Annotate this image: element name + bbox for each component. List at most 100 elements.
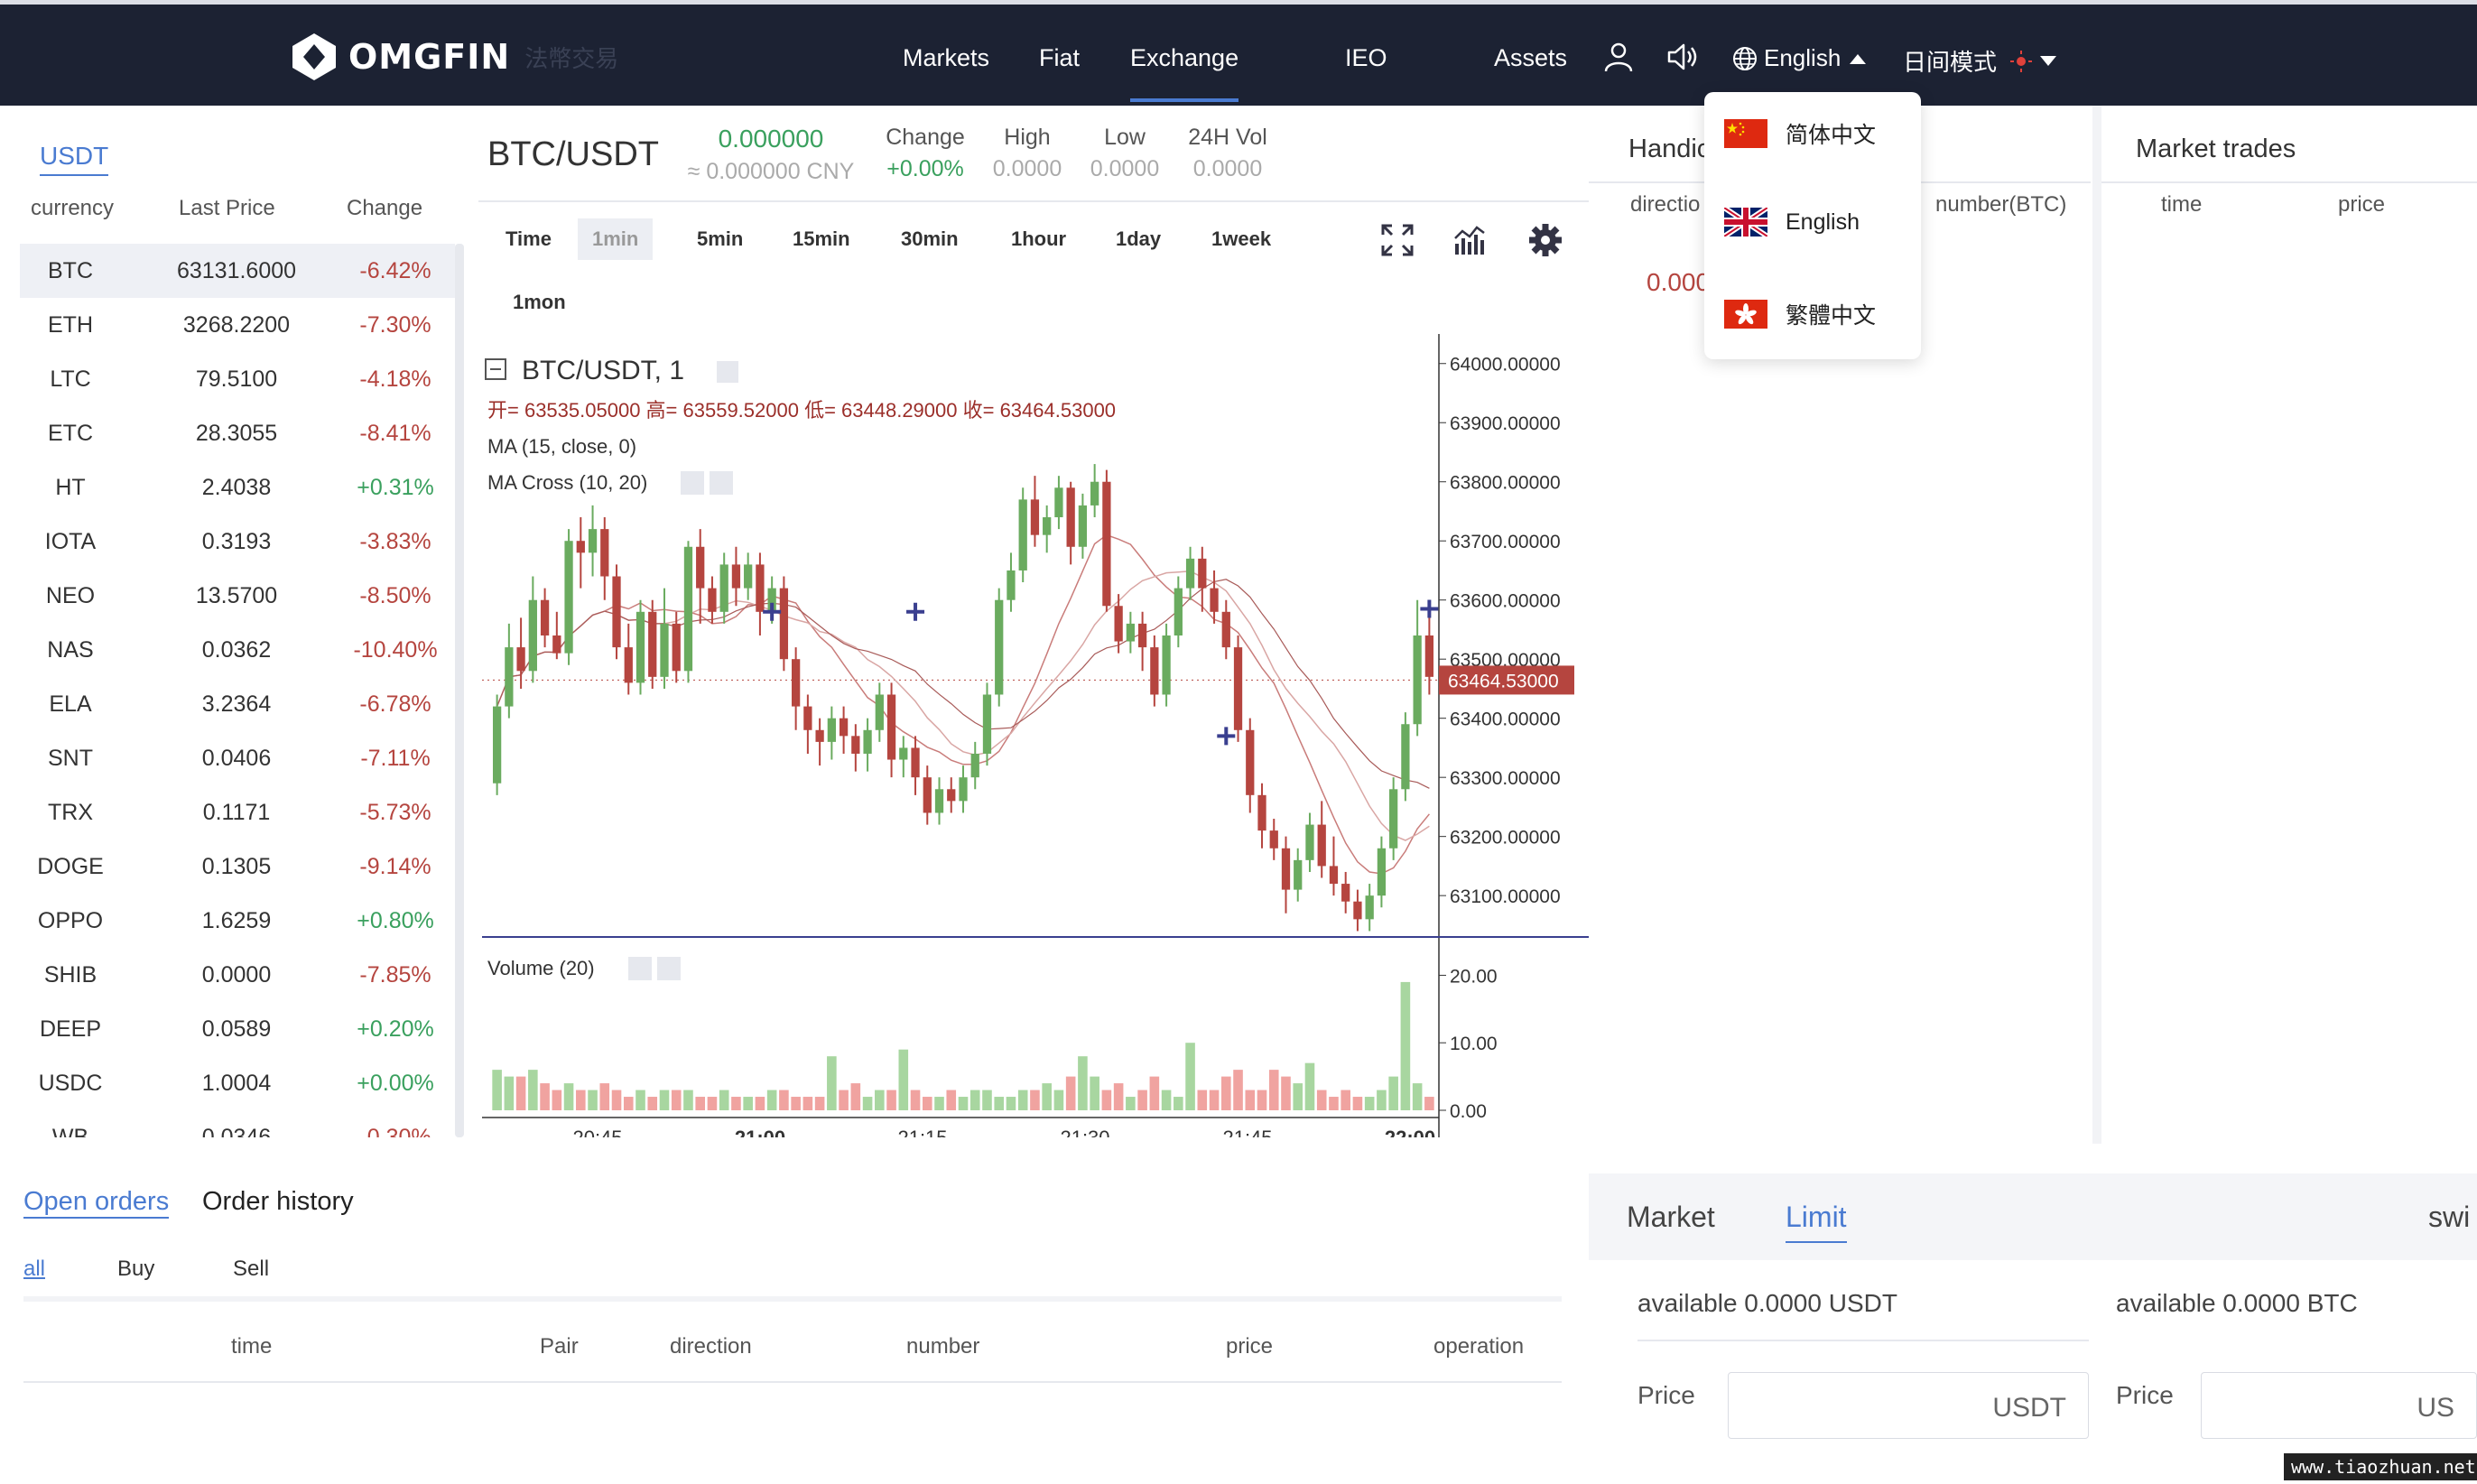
- candle-body: [815, 729, 824, 742]
- volume-settings-icon[interactable]: [628, 957, 652, 980]
- mt-time-header: time: [2161, 192, 2203, 217]
- market-row[interactable]: OPPO 1.6259 +0.80%: [20, 894, 455, 948]
- volume-bar: [814, 1097, 825, 1110]
- nav-fiat[interactable]: Fiat: [1039, 44, 1081, 71]
- candle-body: [851, 736, 860, 754]
- ma-close-icon[interactable]: [710, 471, 733, 495]
- market-row[interactable]: LTC 79.5100 -4.18%: [20, 352, 455, 406]
- sound-icon[interactable]: [1665, 41, 1698, 73]
- interval-15min[interactable]: 15min: [793, 227, 850, 250]
- mt-price-header: price: [2338, 192, 2386, 217]
- candle-body: [1269, 830, 1278, 849]
- lang-option-zh-cn[interactable]: 简体中文: [1724, 117, 1876, 150]
- interval-1mon[interactable]: 1mon: [513, 291, 566, 313]
- interval-1hour[interactable]: 1hour: [1011, 227, 1067, 250]
- market-row[interactable]: DEEP 0.0589 +0.20%: [20, 1002, 455, 1056]
- buy-price-input[interactable]: USDT: [1728, 1372, 2089, 1439]
- tab-market[interactable]: Market: [1627, 1201, 1715, 1233]
- logo[interactable]: OMGFIN 法幣交易: [289, 32, 618, 82]
- interval-1week[interactable]: 1week: [1211, 227, 1272, 250]
- market-last-price: 3268.2200: [182, 312, 291, 338]
- volume-close-icon[interactable]: [657, 957, 681, 980]
- market-last-price: 0.1305: [201, 854, 272, 879]
- candle-body: [1126, 623, 1136, 642]
- fullscreen-icon[interactable]: [1378, 220, 1417, 260]
- volume-bar: [1388, 1076, 1398, 1110]
- interval-5min[interactable]: 5min: [697, 227, 744, 250]
- collapse-icon[interactable]: [485, 358, 506, 380]
- settings-gear-icon[interactable]: [1526, 220, 1565, 260]
- indicators-icon[interactable]: [1450, 220, 1489, 260]
- tab-swap[interactable]: swi: [2428, 1201, 2471, 1233]
- candle-body: [1317, 824, 1326, 867]
- subtab-all[interactable]: all: [23, 1257, 46, 1281]
- market-row[interactable]: ELA 3.2364 -6.78%: [20, 677, 455, 731]
- candle-body: [528, 599, 537, 672]
- trade-tab-bar: [1589, 1173, 2477, 1260]
- nav-ieo[interactable]: IEO: [1345, 44, 1387, 71]
- market-last-price: 0.0406: [201, 746, 272, 771]
- market-row[interactable]: ETH 3268.2200 -7.30%: [20, 298, 455, 352]
- volume-bar: [515, 1076, 526, 1110]
- ma-settings-icon[interactable]: [681, 471, 704, 495]
- interval-30min[interactable]: 30min: [901, 227, 959, 250]
- orders-panel: Open orders Order history all Buy Sell t…: [0, 1137, 1589, 1484]
- nav-exchange[interactable]: Exchange: [1130, 44, 1239, 102]
- market-row[interactable]: IOTA 0.3193 -3.83%: [20, 515, 455, 569]
- tab-order-history[interactable]: Order history: [202, 1187, 354, 1216]
- chart-settings-icon[interactable]: [717, 361, 738, 383]
- market-row[interactable]: BTC 63131.6000 -6.42%: [20, 244, 455, 298]
- candle-body: [923, 777, 932, 813]
- mode-label: 日间模式: [1903, 49, 1998, 76]
- lang-option-en[interactable]: English: [1724, 208, 1860, 237]
- market-row[interactable]: NEO 13.5700 -8.50%: [20, 569, 455, 623]
- x-tick-label: 22:00: [1385, 1127, 1435, 1137]
- market-row[interactable]: SHIB 0.0000 -7.85%: [20, 948, 455, 1002]
- nav-markets[interactable]: Markets: [903, 44, 990, 71]
- volume-bar: [755, 1097, 765, 1110]
- subtab-buy[interactable]: Buy: [117, 1257, 155, 1281]
- market-last-price: 79.5100: [195, 366, 278, 392]
- market-row[interactable]: WB 0.0346 -0.30%: [20, 1110, 455, 1137]
- market-row[interactable]: TRX 0.1171 -5.73%: [20, 785, 455, 839]
- candle-body: [899, 747, 908, 760]
- market-last-price: 0.0589: [201, 1016, 272, 1042]
- tab-limit[interactable]: Limit: [1786, 1201, 1847, 1243]
- volume-bar: [791, 1097, 801, 1110]
- market-row[interactable]: NAS 0.0362 -10.40%: [20, 623, 455, 677]
- subtab-sell[interactable]: Sell: [233, 1257, 270, 1281]
- candle-body: [564, 541, 573, 654]
- nav-assets[interactable]: Assets: [1494, 44, 1568, 71]
- ma-cross-marker: [1420, 599, 1439, 618]
- market-scrollbar[interactable]: [455, 244, 464, 1137]
- market-change: -6.42%: [359, 258, 431, 283]
- interval-1min[interactable]: 1min: [578, 218, 654, 260]
- price-chart[interactable]: 64000.00000 63900.00000 63800.00000 63700.0…: [478, 334, 1589, 1137]
- user-icon[interactable]: [1602, 41, 1635, 73]
- last-price-label: 63464.53000: [1448, 671, 1559, 691]
- candle-body: [827, 718, 836, 742]
- market-change: -4.18%: [359, 366, 431, 392]
- language-selector[interactable]: English: [1731, 44, 1868, 72]
- sell-price-input[interactable]: US: [2201, 1372, 2477, 1439]
- volume-bar: [611, 1090, 622, 1110]
- market-row[interactable]: ETC 28.3055 -8.41%: [20, 406, 455, 460]
- market-row[interactable]: DOGE 0.1305 -9.14%: [20, 839, 455, 894]
- tab-open-orders[interactable]: Open orders: [23, 1187, 170, 1219]
- language-dropdown: 简体中文 English 繁體中文: [1704, 92, 1921, 359]
- sell-price-label: Price: [2116, 1381, 2174, 1409]
- interval-1day[interactable]: 1day: [1116, 227, 1162, 250]
- market-row[interactable]: SNT 0.0406 -7.11%: [20, 731, 455, 785]
- last-price-cny: ≈ 0.000000 CNY: [687, 159, 855, 184]
- lang-option-zh-hk[interactable]: 繁體中文: [1724, 298, 1876, 330]
- market-row[interactable]: HT 2.4038 +0.31%: [20, 460, 455, 515]
- day-mode-toggle[interactable]: 日间模式: [1903, 44, 2058, 78]
- china-flag-icon: [1724, 119, 1767, 148]
- tab-usdt[interactable]: USDT: [40, 142, 109, 176]
- volume-bar: [1352, 1097, 1363, 1110]
- globe-icon: [1733, 46, 1757, 70]
- market-change: +0.80%: [357, 908, 434, 933]
- market-row[interactable]: USDC 1.0004 +0.00%: [20, 1056, 455, 1110]
- volume-bar: [731, 1097, 741, 1110]
- interval-time[interactable]: Time: [506, 227, 552, 250]
